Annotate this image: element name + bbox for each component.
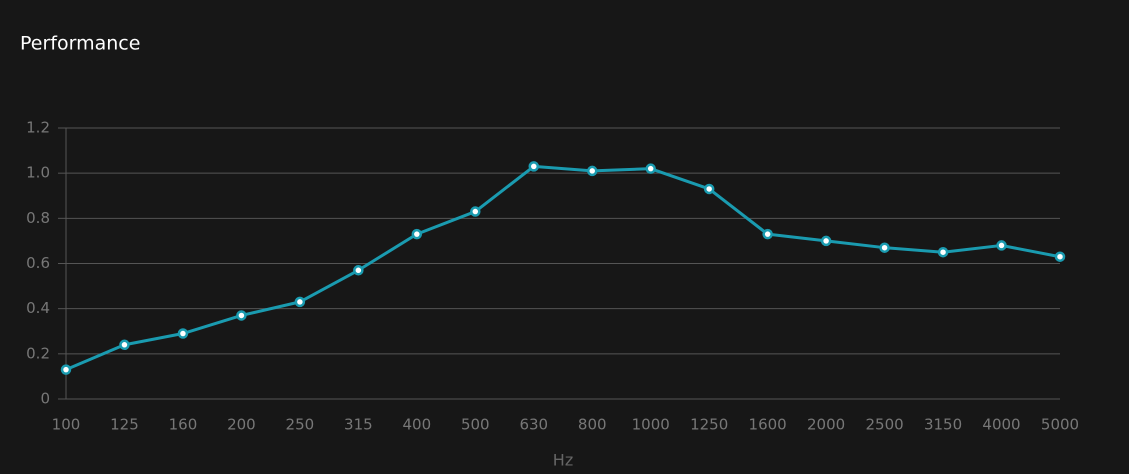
data-point — [586, 165, 598, 177]
data-point — [470, 206, 481, 217]
x-tick-label: 250 — [286, 416, 315, 434]
data-point — [177, 328, 189, 339]
data-point — [294, 296, 306, 308]
y-tick-label: 0 — [40, 390, 50, 408]
x-tick-label: 1250 — [690, 416, 728, 434]
y-tick-label: 0.2 — [26, 344, 50, 362]
x-tick-label: 3150 — [924, 416, 962, 434]
y-tick-label: 1.0 — [26, 164, 50, 182]
x-tick-label: 630 — [519, 416, 548, 434]
y-tick-label: 1.2 — [26, 119, 50, 137]
y-tick-label: 0.4 — [26, 299, 50, 317]
x-axis-label: Hz — [553, 451, 573, 470]
y-tick-label: 0.8 — [26, 209, 50, 227]
x-tick-label: 5000 — [1041, 416, 1079, 434]
x-tick-label: 125 — [110, 416, 139, 434]
data-point — [645, 163, 656, 174]
data-point — [119, 339, 130, 351]
data-point — [996, 240, 1007, 251]
data-point — [879, 242, 890, 253]
data-point — [703, 183, 715, 195]
x-tick-label: 160 — [169, 416, 198, 434]
data-point — [820, 235, 832, 247]
x-tick-label: 800 — [578, 416, 607, 434]
data-point — [762, 228, 773, 240]
x-tick-label: 4000 — [982, 416, 1020, 434]
x-tick-label: 400 — [403, 416, 432, 434]
x-tick-label: 315 — [344, 416, 373, 434]
data-point — [1054, 251, 1066, 262]
chart-title: Performance — [20, 33, 140, 55]
data-line — [65, 164, 1061, 372]
data-point — [353, 265, 364, 276]
x-tick-label: 1600 — [749, 416, 787, 434]
x-tick-label: 100 — [52, 416, 81, 434]
y-tick-label: 0.6 — [26, 254, 50, 272]
data-point — [60, 364, 72, 375]
x-tick-label: 2500 — [865, 416, 903, 434]
x-tick-label: 200 — [227, 416, 256, 434]
x-tick-label: 2000 — [807, 416, 845, 434]
x-tick-label: 1000 — [632, 416, 670, 434]
x-tick-label: 500 — [461, 416, 490, 434]
data-point — [937, 246, 949, 258]
data-point — [528, 161, 540, 172]
data-point — [236, 310, 247, 321]
data-point — [411, 228, 423, 240]
